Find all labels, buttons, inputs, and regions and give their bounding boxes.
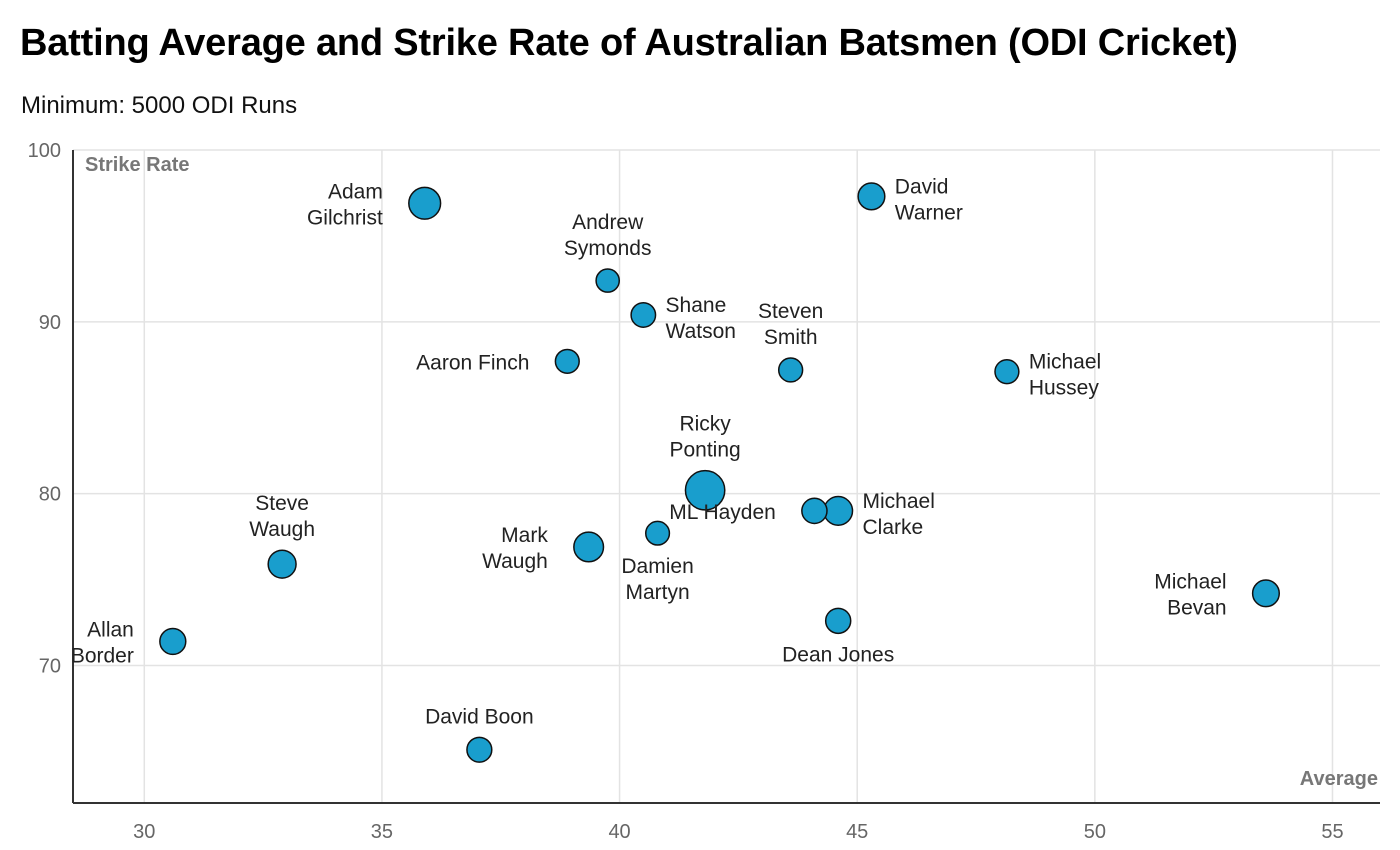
point-label: Steven Smith bbox=[758, 300, 823, 349]
point-label-line: Smith bbox=[764, 326, 818, 349]
point-label: David Warner bbox=[895, 175, 963, 224]
point-label-line: Hussey bbox=[1029, 377, 1100, 400]
point-label: Dean Jones bbox=[782, 643, 894, 666]
x-tick-label: 50 bbox=[1084, 821, 1106, 843]
point-label-line: Dean Jones bbox=[782, 643, 894, 666]
chart-title: Batting Average and Strike Rate of Austr… bbox=[20, 22, 1238, 64]
data-point bbox=[857, 182, 886, 211]
x-tick-label: 45 bbox=[846, 821, 868, 843]
point-label: Aaron Finch bbox=[416, 351, 529, 374]
point-label: Michael Clarke bbox=[863, 490, 935, 539]
point-labels: Adam Gilchrist David Warner Andrew Symonds Sha… bbox=[71, 175, 1227, 728]
x-tick-label: 40 bbox=[608, 821, 630, 843]
point-label-line: Waugh bbox=[249, 518, 315, 541]
point-label-line: David bbox=[895, 175, 949, 198]
point-label: Andrew Symonds bbox=[564, 211, 652, 260]
point-label-line: Steven bbox=[758, 300, 823, 323]
point-label: Ricky Ponting bbox=[669, 413, 740, 462]
data-point bbox=[267, 549, 297, 579]
point-label: Damien Martyn bbox=[621, 555, 693, 604]
point-label-line: Waugh bbox=[482, 550, 548, 573]
point-label-line: Michael bbox=[1154, 570, 1226, 593]
data-point bbox=[408, 186, 442, 220]
point-label-line: Ponting bbox=[669, 439, 740, 462]
tick-labels: 30 35 40 45 50 55 70 80 90 100 bbox=[28, 140, 1344, 843]
point-label-line: ML Hayden bbox=[669, 501, 776, 524]
y-tick-label: 80 bbox=[39, 484, 61, 506]
point-label-line: Shane bbox=[666, 294, 727, 317]
point-label-line: Bevan bbox=[1167, 596, 1227, 619]
point-label-line: Border bbox=[71, 644, 134, 667]
point-label: Mark Waugh bbox=[482, 524, 548, 573]
data-points bbox=[159, 182, 1281, 763]
data-point bbox=[801, 497, 828, 525]
point-label-line: Warner bbox=[895, 201, 963, 224]
point-label-line: Ricky bbox=[679, 413, 731, 436]
point-label-line: Michael bbox=[1029, 351, 1101, 374]
data-point bbox=[466, 736, 493, 763]
x-tick-label: 35 bbox=[371, 821, 393, 843]
data-point bbox=[824, 607, 852, 635]
chart-subtitle: Minimum: 5000 ODI Runs bbox=[21, 92, 298, 119]
grid-lines bbox=[73, 149, 1380, 803]
y-axis-title: Strike Rate bbox=[85, 154, 190, 176]
axes bbox=[72, 150, 1380, 804]
data-point bbox=[573, 531, 605, 563]
data-point bbox=[823, 495, 854, 526]
data-point bbox=[159, 627, 187, 656]
y-tick-label: 90 bbox=[39, 312, 61, 334]
point-label-line: Mark bbox=[501, 524, 548, 547]
point-label: Adam Gilchrist bbox=[307, 180, 383, 229]
x-tick-label: 30 bbox=[133, 821, 155, 843]
point-label: Allan Border bbox=[71, 618, 134, 667]
point-label-line: Andrew bbox=[572, 211, 644, 234]
point-label: Steve Waugh bbox=[249, 492, 315, 541]
x-axis-title: Average bbox=[1300, 768, 1378, 790]
data-point bbox=[645, 520, 671, 546]
x-tick-label: 55 bbox=[1321, 821, 1343, 843]
point-label: Michael Bevan bbox=[1154, 570, 1226, 619]
point-label-line: Martyn bbox=[625, 581, 689, 604]
point-label-line: Michael bbox=[863, 490, 935, 513]
data-point bbox=[554, 348, 580, 375]
data-point bbox=[630, 301, 657, 328]
point-label: David Boon bbox=[425, 705, 534, 728]
point-label-line: Adam bbox=[328, 180, 383, 203]
data-point bbox=[684, 469, 726, 511]
point-label-line: Gilchrist bbox=[307, 206, 383, 229]
data-point bbox=[595, 268, 621, 293]
point-label-line: Steve bbox=[255, 492, 309, 515]
y-tick-label: 100 bbox=[28, 140, 61, 162]
point-label-line: Symonds bbox=[564, 237, 652, 260]
point-label: Shane Watson bbox=[666, 294, 736, 343]
point-label-line: Watson bbox=[666, 320, 736, 343]
point-label-line: David Boon bbox=[425, 705, 534, 728]
point-label: Michael Hussey bbox=[1029, 351, 1101, 400]
data-point bbox=[1251, 579, 1281, 608]
y-tick-label: 70 bbox=[39, 656, 61, 678]
point-label-line: Damien bbox=[621, 555, 693, 578]
point-label: ML Hayden bbox=[669, 501, 776, 524]
point-label-line: Allan bbox=[87, 618, 134, 641]
data-point bbox=[777, 357, 804, 383]
point-label-line: Clarke bbox=[863, 516, 924, 539]
point-label-line: Aaron Finch bbox=[416, 351, 529, 374]
data-point bbox=[994, 359, 1020, 385]
